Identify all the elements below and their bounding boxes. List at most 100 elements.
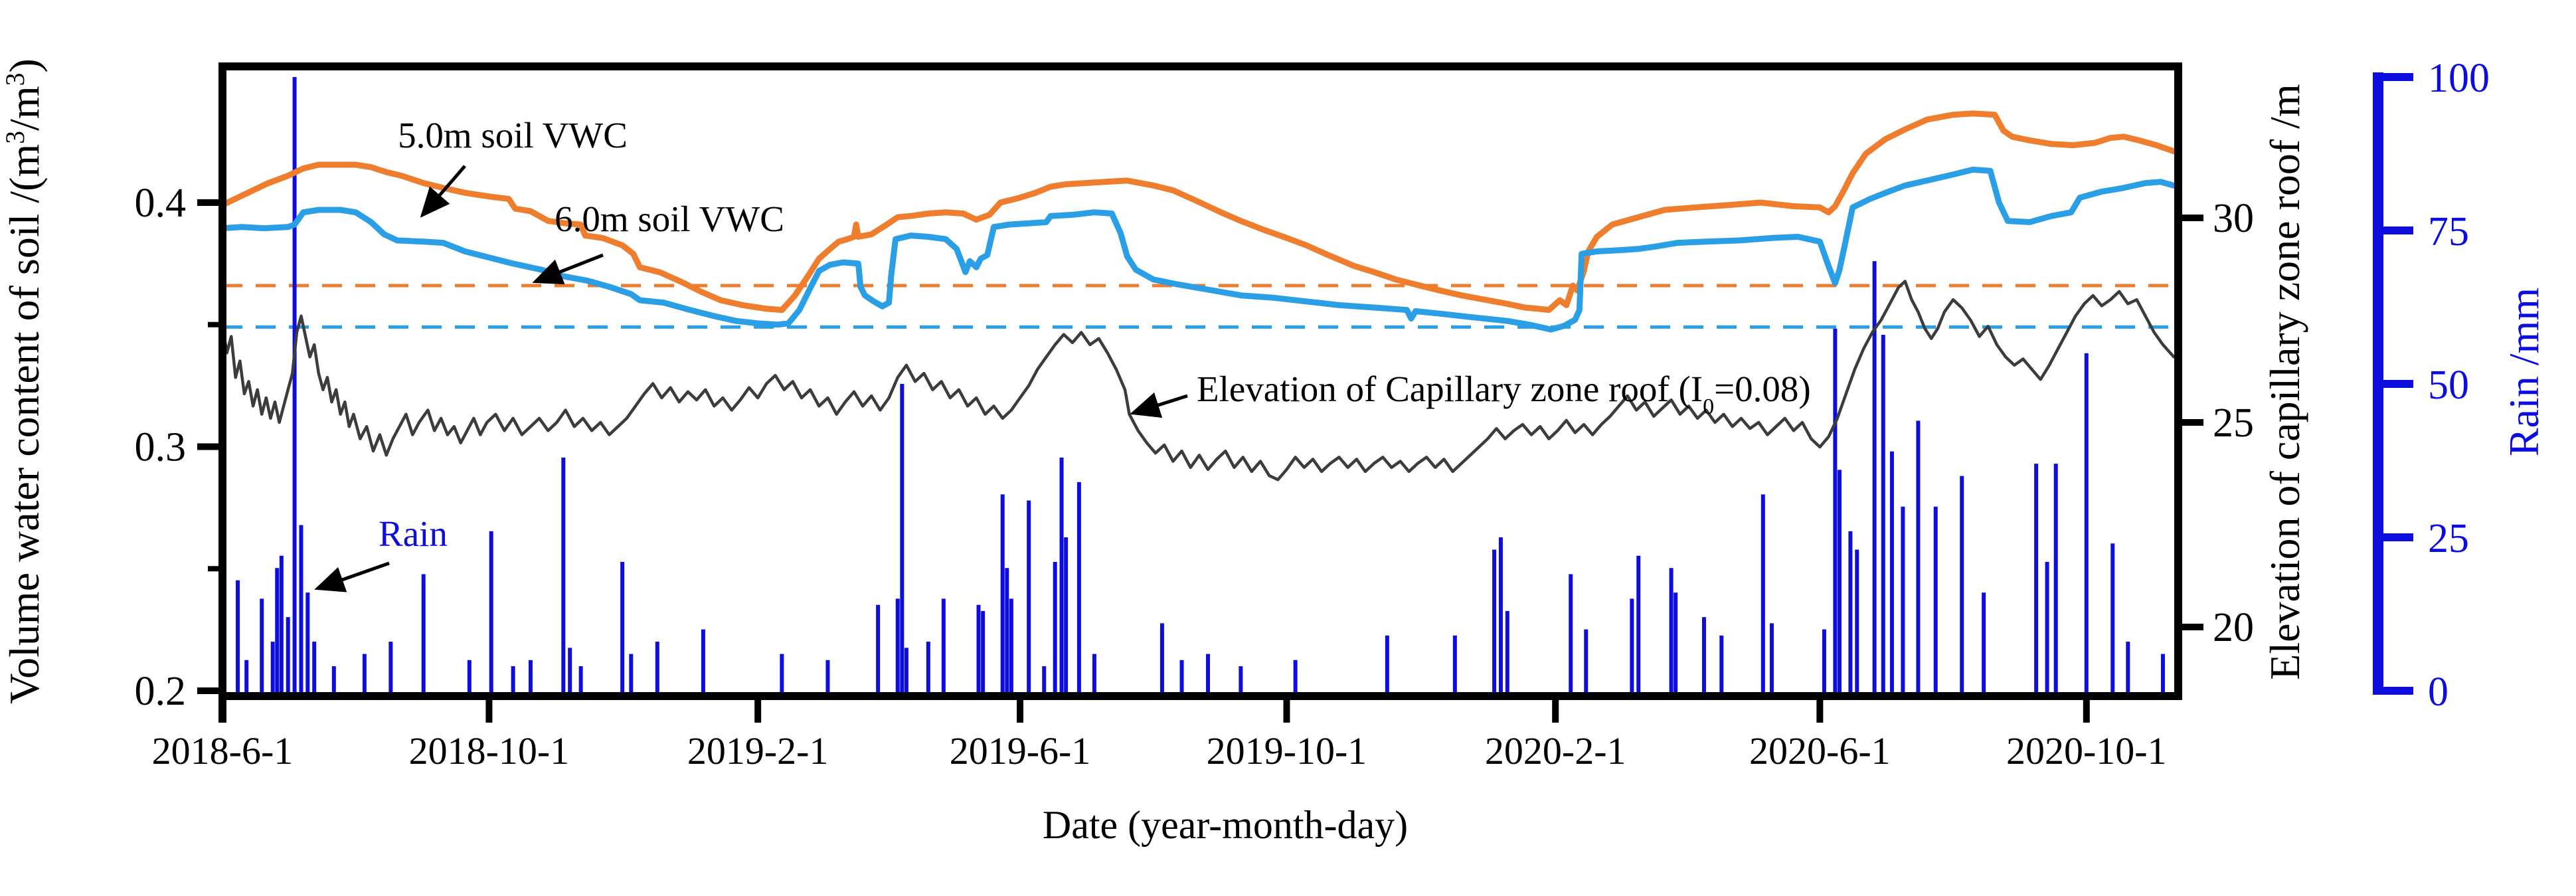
rain-bar — [1933, 506, 1938, 693]
rain-bar — [1822, 629, 1826, 693]
rain-bar — [1636, 555, 1641, 693]
rain-bar — [1848, 531, 1853, 693]
rain-label: Rain — [379, 513, 448, 554]
rain-bar — [1630, 598, 1634, 693]
rain-bar — [1492, 549, 1497, 693]
rain-bar — [1960, 476, 1964, 693]
rain-tick-label: 100 — [2428, 56, 2490, 101]
axis-titles: Volume water content of soil /(m3/m3) Dat… — [1, 58, 2547, 847]
reference-dashed-lines — [222, 284, 2178, 329]
rain-bar — [1452, 635, 1457, 693]
rain-bar — [275, 568, 280, 693]
capillary-line — [220, 280, 2176, 482]
date-tick-label: 2018-6-1 — [152, 729, 294, 772]
rain-axis-title: Rain /mm — [2500, 288, 2547, 456]
rain-bar — [286, 617, 290, 693]
rain-bar — [1901, 506, 1905, 693]
elevation-tick-label: 20 — [2213, 605, 2254, 650]
rain-bar — [528, 660, 533, 693]
rain-bar — [895, 598, 900, 693]
capillary-label: Elevation of Capillary zone roof (I0=0.0… — [1197, 369, 1811, 419]
rain-bar — [578, 666, 583, 693]
elevation-tick-label: 30 — [2213, 196, 2254, 241]
rain-bar — [270, 642, 275, 693]
vwc-tick-label: 0.2 — [135, 669, 187, 714]
rain-bar — [900, 384, 904, 693]
rain-tick-label: 50 — [2428, 363, 2469, 408]
annotations: 5.0m soil VWC 6.0m soil VWC Elevation of C… — [314, 115, 1811, 592]
elevation-axis-title: Elevation of capillary zone roof /m — [2261, 84, 2308, 679]
vwc-tick-label: 0.3 — [135, 425, 187, 470]
rain-bar — [1042, 666, 1047, 693]
rain-bar — [1982, 592, 1986, 693]
rain-bar — [236, 580, 240, 693]
date-tick-label: 2020-10-1 — [2006, 729, 2167, 772]
date-tick-label: 2019-10-1 — [1207, 729, 1367, 772]
date-tick-label: 2019-6-1 — [950, 729, 1091, 772]
rain-bar — [260, 598, 264, 693]
rain-bar — [1855, 549, 1859, 693]
annotation-arrow — [1130, 392, 1188, 418]
rain-bar — [1669, 568, 1674, 693]
data-lines — [219, 110, 2177, 482]
rain-bar — [1009, 598, 1013, 693]
rain-bar — [1701, 617, 1706, 693]
rain-bar — [981, 610, 986, 693]
rain-bar — [2034, 464, 2039, 693]
rain-bar — [305, 592, 310, 693]
rain-bar — [1674, 592, 1678, 693]
rain-bar — [1179, 660, 1184, 693]
rain-bar — [467, 660, 472, 693]
rain-bar — [976, 604, 981, 693]
rain-bar — [1916, 420, 1921, 693]
rain-bar — [1385, 635, 1389, 693]
rain-bar — [489, 531, 493, 693]
axis-tick-labels: 0.4 0.3 0.2 2018-6-1 2018-10-1 2019-2-1 2019-6… — [135, 56, 2490, 772]
rain-bar — [1889, 451, 1894, 693]
rain-bar — [1498, 537, 1503, 693]
rain-bar — [1206, 654, 1211, 693]
rain-bar — [904, 648, 908, 693]
rain-bar — [2045, 561, 2049, 693]
rain-bar — [2160, 654, 2165, 693]
rain-bar — [362, 654, 367, 693]
rain-bar — [2084, 353, 2089, 693]
rain-bar — [941, 598, 946, 693]
rain-bar — [279, 555, 284, 693]
rain-bar — [511, 666, 515, 693]
rain-bar — [629, 654, 634, 693]
rain-bar — [1769, 623, 1774, 693]
rain-bar — [1833, 328, 1838, 694]
rain-bar — [1027, 500, 1031, 693]
rain-bar — [620, 561, 625, 693]
annotation-arrow — [420, 165, 466, 218]
rain-bar — [1881, 335, 1885, 694]
rain-tick-label: 25 — [2428, 516, 2469, 561]
rain-bar — [780, 654, 784, 693]
rain-bar — [1000, 494, 1005, 693]
date-tick-label: 2018-10-1 — [409, 729, 570, 772]
rain-bars — [236, 77, 2165, 694]
rain-bar — [1505, 610, 1509, 693]
rain-bar — [876, 604, 881, 693]
rain-bar — [1064, 537, 1069, 693]
rain-bar — [299, 525, 303, 693]
vwc6-label: 6.0m soil VWC — [555, 199, 784, 239]
date-tick-label: 2020-2-1 — [1485, 729, 1626, 772]
vwc-tick-label: 0.4 — [135, 181, 187, 226]
left-axis-title: Volume water content of soil /(m3/m3) — [1, 58, 48, 704]
rain-bar — [292, 77, 297, 693]
rain-bar — [1584, 629, 1589, 693]
rain-bar — [1159, 623, 1164, 693]
rain-bar — [825, 660, 830, 693]
rain-bar — [1239, 666, 1243, 693]
rain-bar — [1569, 574, 1573, 693]
rain-bar — [568, 648, 572, 693]
rain-bar — [1719, 635, 1724, 693]
rain-bar — [1059, 457, 1064, 693]
axis-ticks — [197, 73, 2413, 723]
rain-bar — [1053, 561, 1057, 693]
rain-bar — [2126, 642, 2130, 693]
vwc5-line — [219, 110, 2177, 314]
